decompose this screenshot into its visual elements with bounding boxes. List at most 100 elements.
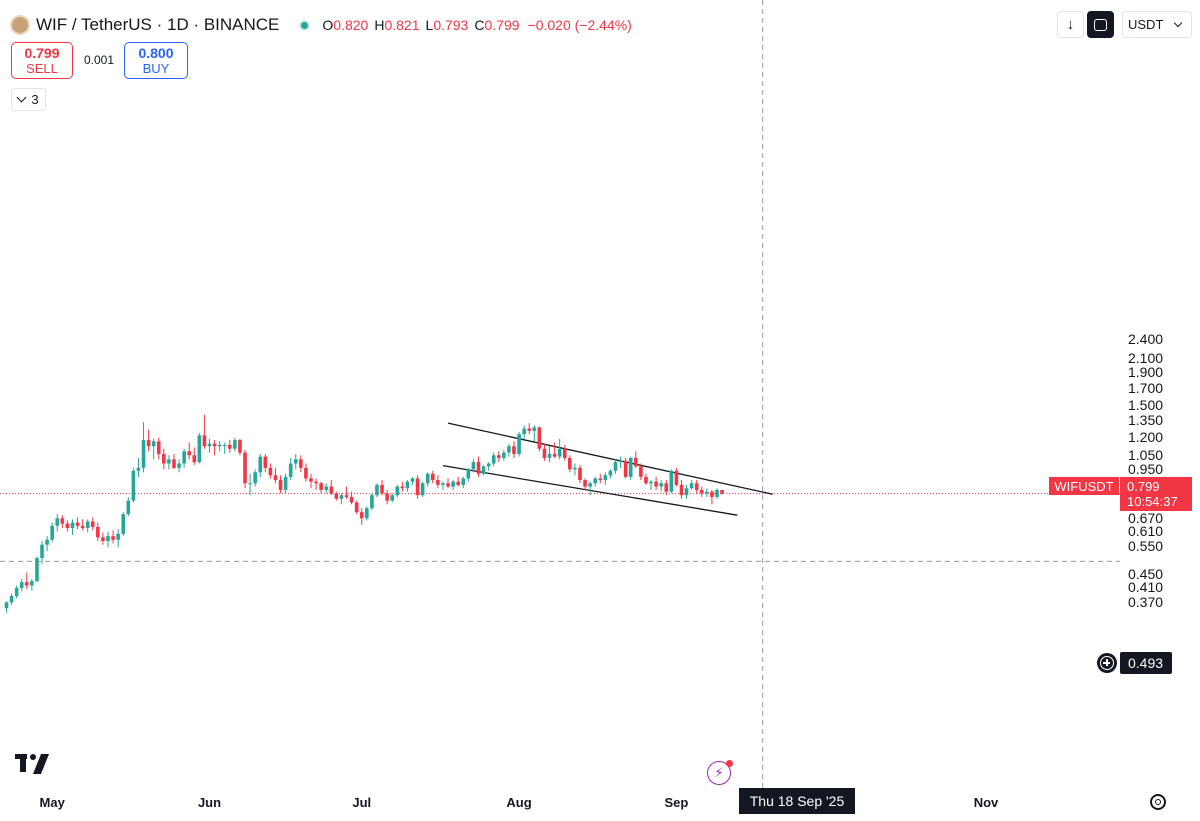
candle-body [588,483,592,487]
trendline-channel-upper [447,422,773,495]
candle [375,483,379,497]
candle-body [126,500,131,515]
time-tick-label: Sep [664,795,689,810]
candle-body [197,435,202,463]
candle [466,467,471,482]
candle [359,508,364,525]
add-alert-plus-button[interactable] [1097,653,1117,673]
candle-body [182,451,186,464]
candle-body [684,488,689,496]
candle [684,484,689,499]
candle-body [431,473,435,481]
candle [481,464,486,476]
candle-body [664,483,669,492]
candle-body [598,478,603,481]
candle [425,472,430,487]
candle [334,491,339,501]
candle [197,433,202,464]
currency-select[interactable]: USDT [1122,11,1192,38]
candle-body [90,521,95,527]
chart-grid [0,0,1120,790]
candle-body [669,470,674,492]
download-arrow-button[interactable]: ↓ [1057,11,1084,38]
candle [177,459,181,473]
price-tick-label: 0.670 [1128,510,1164,527]
candle-body [476,462,481,474]
candle-body [618,460,623,463]
candle-body [689,483,694,489]
candle [288,457,293,481]
candle-body [375,484,379,496]
price-tick-label: 0.410 [1128,579,1164,596]
price-tick-label: 1.050 [1128,447,1164,464]
candle [451,480,455,490]
candle [309,473,313,489]
candle-body [659,483,663,487]
candle-body [25,582,29,586]
candle-body [136,467,141,471]
candle [85,519,90,533]
candle-body [106,536,110,541]
candle-body [557,448,562,457]
candle-body [425,473,430,484]
candle-body [491,455,496,464]
sell-button[interactable]: 0.799 SELL [11,42,73,79]
candle [496,451,501,463]
candle [45,536,49,552]
candle-body [705,491,709,494]
candle-body [65,523,70,529]
candle-body [694,483,699,490]
candle-body [273,475,278,481]
candle [228,440,232,453]
candle [705,488,709,497]
candle-body [405,481,410,489]
market-status-icon[interactable] [299,19,311,31]
candle-body [253,472,257,484]
indicators-toggle-button[interactable]: 3 [11,88,46,111]
candle-body [578,467,582,481]
candle [268,463,273,479]
candle [146,429,151,452]
symbol-title[interactable]: WIF / TetherUS · 1D · BINANCE [36,15,280,34]
candle-body [30,581,34,586]
candle-body [365,508,369,519]
last-price-value: 0.799 [1127,479,1160,494]
crosshair-date-label: Thu 18 Sep '25 [739,788,855,814]
indicators-count: 3 [31,92,39,107]
fullscreen-toggle-button[interactable] [1087,11,1114,38]
spread-value: 0.001 [84,53,115,67]
candle [101,532,105,545]
candle-body [634,457,638,467]
candle [156,437,161,460]
candle [613,459,618,474]
candle-body [278,480,283,490]
candle-body [202,435,207,447]
candle-body [385,493,389,501]
candle-body [4,602,9,609]
candle-body [162,453,166,464]
candle [390,493,394,503]
candle [141,422,146,473]
candle [90,517,95,531]
lightning-icon[interactable]: ⚡ [707,760,733,785]
candle-body [146,440,151,447]
candle-body [60,518,65,524]
price-tick-label: 1.500 [1128,397,1164,414]
candle-body [395,486,400,496]
candle-body [207,443,212,447]
sell-label: SELL [26,60,58,76]
tradingview-logo[interactable] [15,754,50,774]
candle-body [121,514,126,534]
buy-button[interactable]: 0.800 BUY [124,42,188,79]
candle-body [415,478,420,496]
gear-icon[interactable] [1150,794,1166,810]
candle-body [552,453,557,457]
candle-body [527,428,532,431]
candle [649,480,653,490]
candle [420,481,425,497]
candle-body [283,476,288,490]
candle [588,481,592,496]
candle [172,453,176,470]
candle [50,522,54,543]
